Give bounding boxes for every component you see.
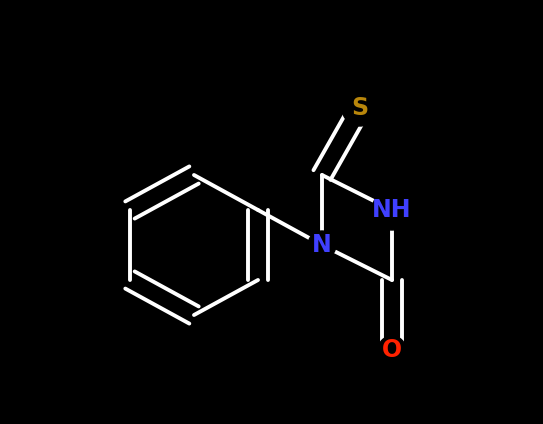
Text: NH: NH — [372, 198, 412, 222]
Circle shape — [372, 190, 412, 230]
Text: O: O — [382, 338, 402, 362]
Text: N: N — [312, 233, 332, 257]
Circle shape — [342, 90, 378, 126]
Text: S: S — [351, 96, 369, 120]
Circle shape — [378, 336, 406, 364]
Circle shape — [308, 231, 336, 259]
